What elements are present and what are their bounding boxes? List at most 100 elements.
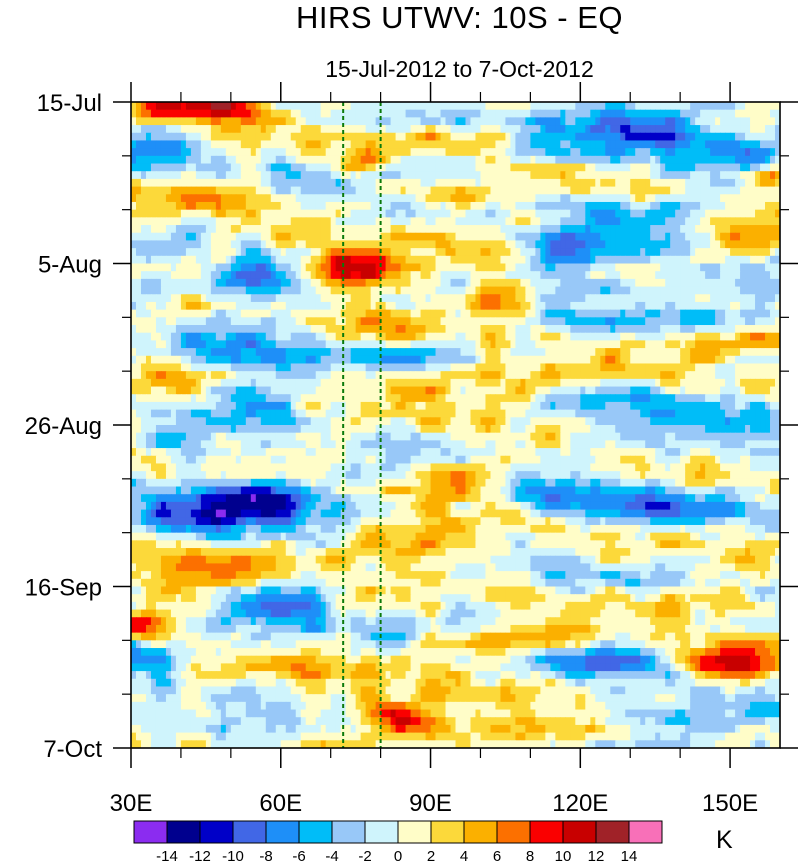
heatmap-cell: [165, 171, 172, 180]
heatmap-cell: [615, 325, 621, 334]
heatmap-cell: [315, 109, 322, 118]
heatmap-cell: [685, 148, 691, 157]
heatmap-cell: [535, 209, 541, 218]
heatmap-cell: [445, 371, 452, 380]
heatmap-cell: [460, 163, 467, 172]
heatmap-cell: [285, 363, 292, 372]
heatmap-cell: [340, 194, 347, 203]
heatmap-cell: [225, 201, 232, 211]
heatmap-cell: [470, 317, 477, 326]
heatmap-cell: [335, 217, 342, 226]
heatmap-cell: [565, 125, 571, 134]
heatmap-cell: [265, 332, 272, 342]
heatmap-cell: [640, 155, 646, 165]
heatmap-cell: [605, 140, 611, 149]
heatmap-cell: [190, 317, 197, 326]
heatmap-cell: [435, 355, 442, 365]
heatmap-cell: [735, 102, 741, 111]
heatmap-cell: [380, 240, 387, 249]
heatmap-cell: [310, 378, 317, 388]
heatmap-cell: [180, 132, 187, 142]
heatmap-cell: [555, 371, 561, 380]
heatmap-cell: [235, 301, 242, 311]
heatmap-cell: [165, 363, 172, 372]
heatmap-cell: [595, 155, 601, 165]
heatmap-cell: [350, 325, 357, 334]
heatmap-cell: [230, 155, 237, 165]
heatmap-cell: [665, 378, 671, 388]
heatmap-cell: [230, 301, 237, 311]
heatmap-cell: [390, 194, 397, 203]
heatmap-cell: [515, 278, 521, 288]
heatmap-cell: [540, 140, 546, 149]
heatmap-cell: [540, 163, 546, 172]
heatmap-cell: [310, 163, 317, 172]
heatmap-cell: [295, 355, 302, 365]
heatmap-cell: [570, 278, 576, 288]
heatmap-cell: [235, 278, 242, 288]
heatmap-cell: [290, 317, 297, 326]
heatmap-cell: [615, 171, 621, 180]
heatmap-cell: [375, 294, 382, 303]
heatmap-cell: [305, 125, 312, 134]
heatmap-cell: [375, 240, 382, 249]
heatmap-cell: [420, 378, 427, 388]
heatmap-cell: [520, 301, 526, 311]
heatmap-cell: [325, 117, 332, 126]
heatmap-cell: [430, 148, 437, 157]
heatmap-cell: [195, 132, 202, 142]
heatmap-cell: [550, 294, 556, 303]
heatmap-cell: [650, 232, 656, 242]
heatmap-cell: [485, 186, 492, 195]
heatmap-cell: [445, 355, 452, 365]
heatmap-cell: [750, 332, 756, 342]
heatmap-cell: [555, 232, 561, 242]
heatmap-cell: [585, 340, 591, 349]
heatmap-cell: [695, 248, 701, 257]
heatmap-cell: [750, 178, 756, 188]
heatmap-cell: [640, 163, 646, 172]
heatmap-cell: [245, 148, 252, 157]
heatmap-cell: [370, 386, 377, 395]
heatmap-cell: [515, 340, 521, 349]
heatmap-cell: [385, 394, 392, 403]
heatmap-cell: [310, 271, 317, 280]
heatmap-cell: [205, 163, 212, 172]
heatmap-cell: [715, 340, 721, 349]
heatmap-cell: [575, 163, 581, 172]
heatmap-cell: [180, 378, 187, 388]
heatmap-cell: [705, 271, 711, 280]
heatmap-cell: [150, 271, 157, 280]
heatmap-cell: [415, 232, 422, 242]
heatmap-cell: [610, 378, 616, 388]
heatmap-cell: [535, 332, 541, 342]
heatmap-cell: [145, 148, 152, 157]
heatmap-cell: [600, 355, 606, 365]
heatmap-cell: [145, 178, 152, 188]
heatmap-cell: [625, 163, 631, 172]
heatmap-cell: [355, 286, 362, 295]
heatmap-cell: [760, 178, 766, 188]
heatmap-cell: [350, 125, 357, 134]
heatmap-cell: [215, 109, 222, 118]
heatmap-cell: [770, 294, 776, 303]
heatmap-cell: [660, 140, 666, 149]
heatmap-cell: [370, 263, 377, 272]
heatmap-cell: [655, 386, 661, 395]
heatmap-cell: [710, 294, 716, 303]
heatmap-cell: [760, 332, 766, 342]
heatmap-cell: [245, 386, 252, 395]
heatmap-cell: [235, 186, 242, 195]
heatmap-cell: [350, 132, 357, 142]
heatmap-cell: [205, 217, 212, 226]
heatmap-cell: [765, 294, 771, 303]
heatmap-cell: [635, 371, 641, 380]
heatmap-cell: [475, 332, 482, 342]
heatmap-cell: [305, 194, 312, 203]
heatmap-cell: [225, 232, 232, 242]
heatmap-cell: [770, 255, 776, 265]
heatmap-cell: [550, 325, 556, 334]
heatmap-cell: [715, 355, 721, 365]
heatmap-cell: [730, 171, 736, 180]
heatmap-cell: [445, 194, 452, 203]
